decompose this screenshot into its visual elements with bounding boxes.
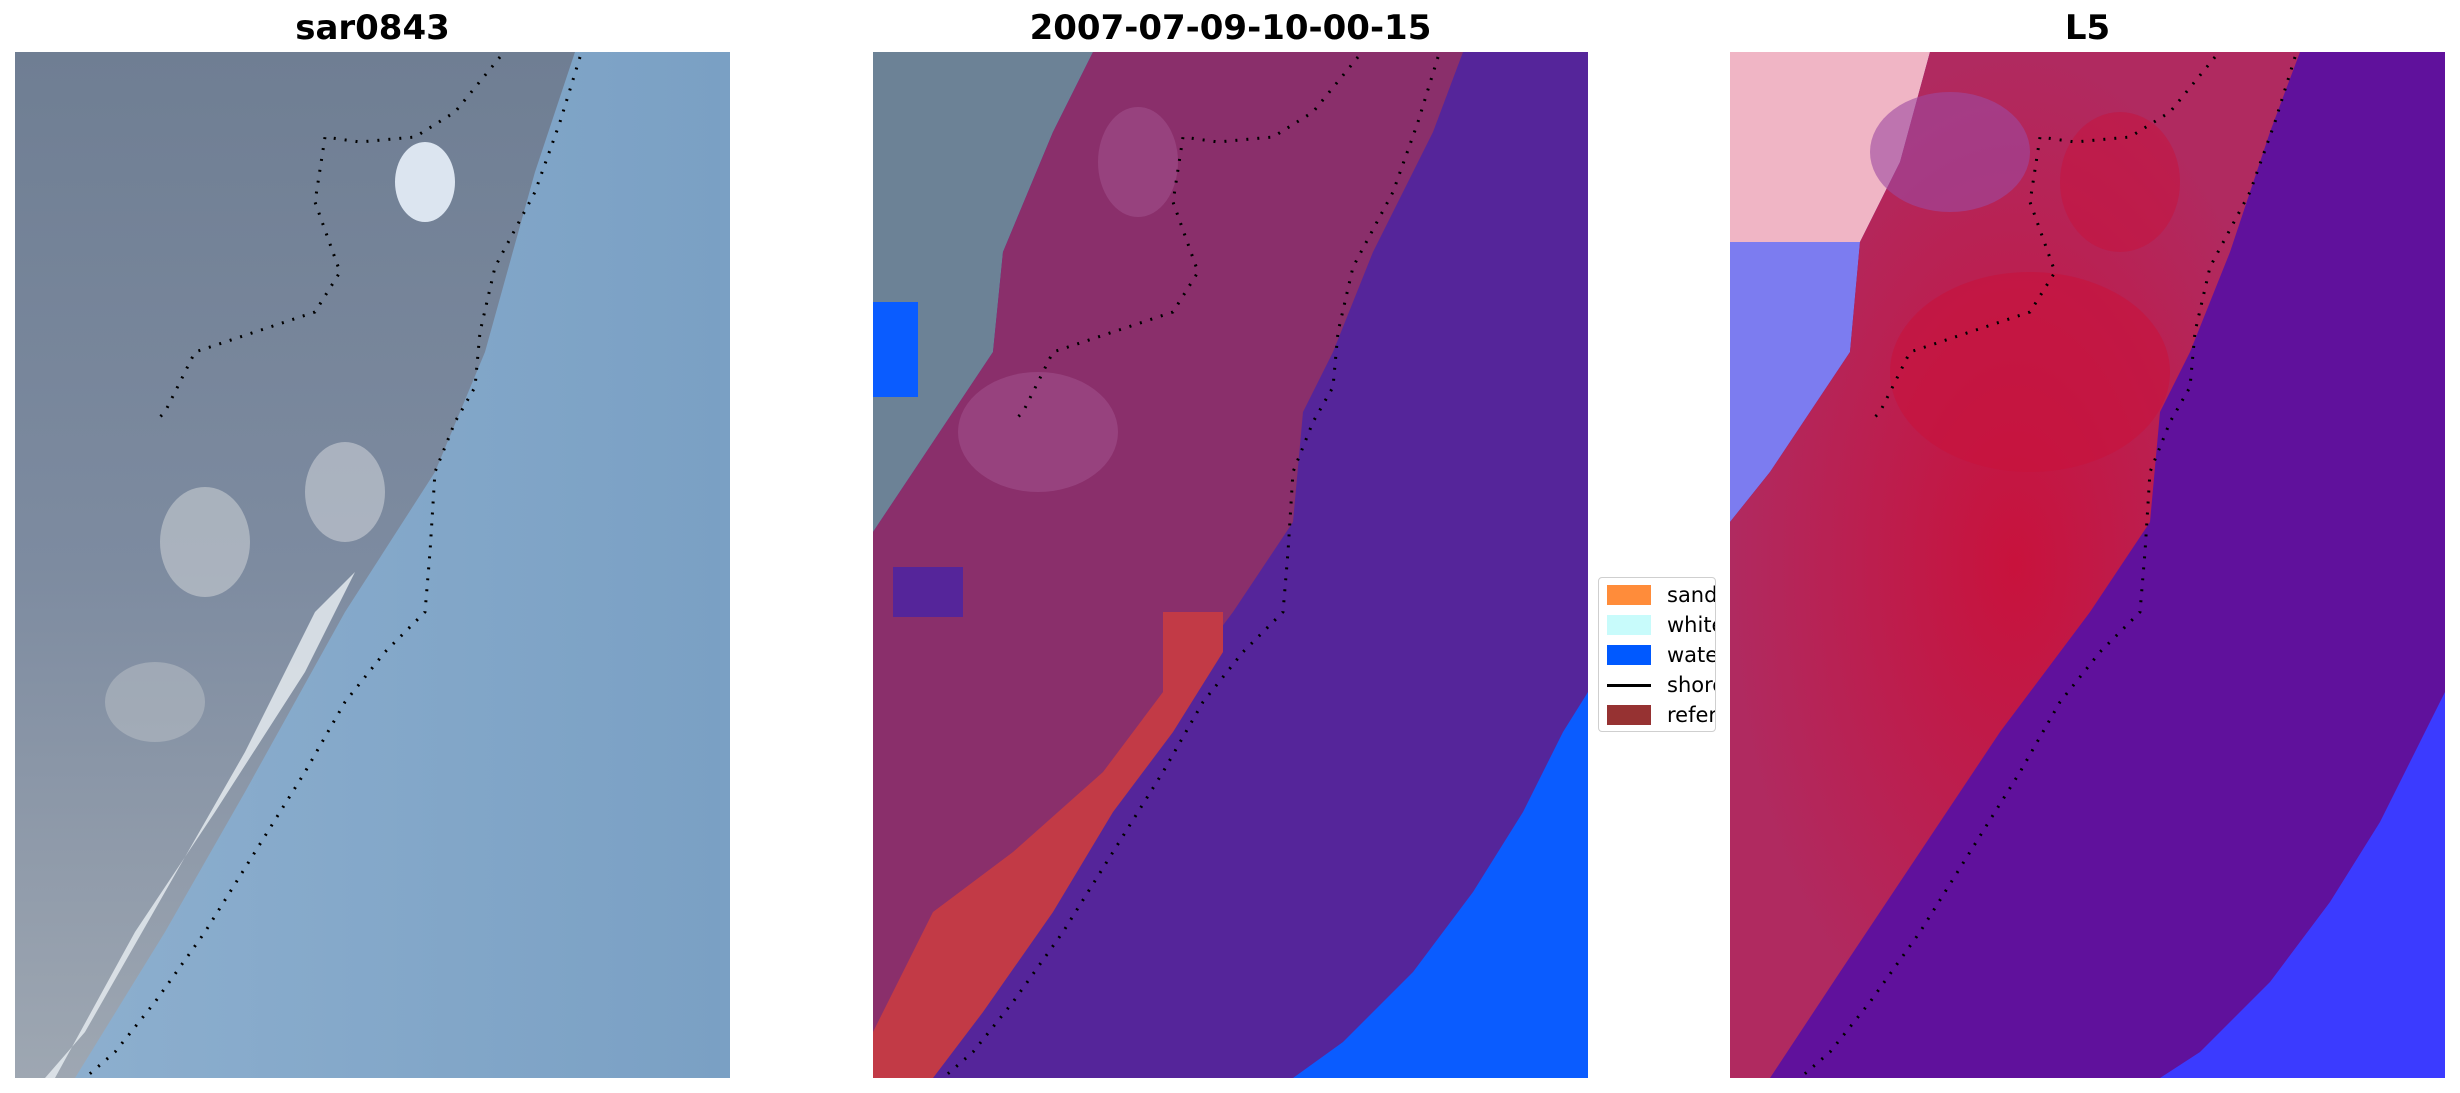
legend-item-whitewater: whitewater bbox=[1607, 612, 1715, 638]
legend-label-reference: reference bbox=[1667, 703, 1716, 727]
legend-label-water: water bbox=[1667, 643, 1715, 667]
legend-item-shoreline: shoreline bbox=[1607, 672, 1715, 698]
water-region-bright bbox=[1293, 692, 1588, 1078]
rgb-beach-band bbox=[45, 572, 355, 1078]
legend-swatch-water bbox=[1607, 645, 1651, 665]
prob-blue-bottom-right bbox=[2160, 692, 2445, 1078]
legend-swatch-shoreline bbox=[1607, 683, 1651, 687]
legend: sand whitewater water shoreline referenc… bbox=[1598, 577, 1716, 732]
prob-land-region bbox=[1730, 52, 2300, 1078]
legend-swatch-reference bbox=[1607, 705, 1651, 725]
panel-title-probability: L5 bbox=[2064, 8, 2111, 48]
legend-swatch-sand bbox=[1607, 585, 1651, 605]
rgb-image bbox=[15, 52, 730, 1078]
probability-image-panel bbox=[1730, 52, 2445, 1078]
classified-image bbox=[873, 52, 1588, 1078]
prob-white-topleft bbox=[1730, 52, 1930, 242]
rgb-image-panel bbox=[15, 52, 730, 1078]
rgb-land-region bbox=[15, 52, 575, 1078]
classified-image-panel bbox=[873, 52, 1588, 1078]
reference-region bbox=[873, 612, 1223, 1078]
unclassified-land bbox=[873, 52, 1093, 532]
panel-title-rgb: sar0843 bbox=[295, 8, 450, 48]
legend-label-whitewater: whitewater bbox=[1667, 613, 1715, 637]
legend-swatch-whitewater bbox=[1607, 615, 1651, 635]
legend-item-water: water bbox=[1607, 642, 1715, 668]
prob-blue-left bbox=[1730, 242, 1860, 522]
panel-title-classified: 2007-07-09-10-00-15 bbox=[1029, 8, 1432, 48]
legend-label-sand: sand bbox=[1667, 583, 1716, 607]
legend-item-reference: reference bbox=[1607, 702, 1716, 728]
sand-overlay bbox=[873, 52, 1463, 1078]
probability-image bbox=[1730, 52, 2445, 1078]
legend-label-shoreline: shoreline bbox=[1667, 673, 1715, 697]
legend-item-sand: sand bbox=[1607, 582, 1716, 608]
